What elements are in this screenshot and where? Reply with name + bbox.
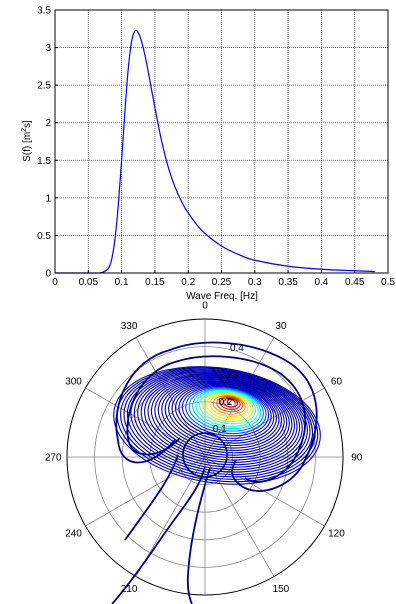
contour-ring — [154, 378, 290, 456]
x-tick-label: 0.25 — [212, 277, 232, 288]
y-tick-label: 1 — [45, 193, 51, 204]
contour-ring — [130, 371, 308, 473]
contour-ring — [185, 386, 267, 435]
x-tick-label: 0.2 — [181, 277, 195, 288]
x-tick-label: 0.45 — [345, 277, 365, 288]
angular-tick-label: 0 — [202, 301, 208, 312]
angular-tick-label: 330 — [121, 321, 138, 332]
contour-ring — [140, 374, 301, 466]
contour-ring — [181, 385, 270, 437]
x-tick-label: 0.1 — [115, 277, 129, 288]
contour-ring — [226, 398, 236, 406]
contour-ring — [161, 380, 285, 451]
x-tick-label: 0.4 — [314, 277, 328, 288]
polar-chart: 03060901201501802102402703003300.10.20.3… — [45, 301, 363, 604]
angular-tick-label: 270 — [45, 453, 62, 464]
y-axis-label-superscript: 2 — [21, 128, 28, 132]
y-tick-label: 1.5 — [37, 156, 51, 167]
angular-tick-label: 30 — [275, 321, 287, 332]
outline-curve — [126, 355, 307, 483]
radial-tick-label: 0.4 — [230, 343, 244, 354]
y-axis-label-tail: s] — [22, 120, 33, 128]
polar-tick-labels: 03060901201501802102402703003300.10.20.3… — [45, 301, 363, 595]
spectrum-line — [55, 29, 375, 274]
contour-ring — [205, 392, 252, 420]
angular-tick-label: 300 — [65, 377, 82, 388]
contour-ring — [113, 366, 321, 485]
x-tick-label: 0.3 — [248, 277, 262, 288]
contour-ring — [171, 383, 277, 444]
contour-ring — [123, 369, 314, 478]
contour-ring — [137, 373, 303, 468]
spectrum-outline — [111, 341, 318, 604]
y-tick-label: 0.5 — [37, 231, 51, 242]
x-tick-label: 0.35 — [278, 277, 298, 288]
contour-ring — [178, 384, 272, 439]
radial-tick-label: 0.3 — [224, 370, 238, 381]
tick-labels: 0 0.05 0.1 0.15 0.2 0.25 0.3 0.35 0.4 0.45 0.5 0 0.5… — [37, 6, 395, 289]
inner-contour — [182, 432, 228, 478]
contour-ring — [164, 381, 283, 449]
radial-tick-label: 0.2 — [218, 397, 232, 408]
outline-curve — [111, 465, 206, 604]
contour-ring — [126, 370, 311, 476]
x-tick-label: 0.15 — [145, 277, 165, 288]
y-tick-label: 2.5 — [37, 81, 51, 92]
angular-tick-label: 240 — [65, 528, 82, 539]
x-tick-label: 0.05 — [79, 277, 99, 288]
contour-ring — [195, 389, 259, 427]
contour-ring — [199, 390, 257, 425]
peak-marker — [231, 402, 235, 406]
contour-ring — [120, 368, 316, 480]
x-axis-label: Wave Freq. [Hz] — [186, 291, 258, 302]
radial-tick-label: 0.1 — [213, 424, 227, 435]
y-tick-label: 3.5 — [37, 6, 51, 17]
outline-curve — [186, 467, 211, 604]
angular-grid-line — [204, 456, 275, 577]
contour-ring — [216, 395, 244, 413]
contour-ring — [168, 382, 280, 447]
y-tick-label: 0 — [45, 269, 51, 280]
angular-tick-label: 60 — [331, 377, 343, 388]
spectrum-chart: 0 0.05 0.1 0.15 0.2 0.25 0.3 0.35 0.4 0.45 0.5 0 0.5… — [21, 6, 395, 303]
x-tick-label: 0.5 — [381, 277, 395, 288]
contour-ring — [157, 379, 288, 454]
contour-ring — [219, 396, 241, 410]
contour-ring — [202, 391, 254, 422]
outline-curve — [115, 341, 318, 492]
contour-ring — [147, 376, 295, 461]
contour-ring — [188, 387, 264, 432]
contour-ring — [209, 393, 249, 418]
angular-tick-label: 210 — [121, 584, 138, 595]
y-axis-label-main: S(f) [m — [22, 132, 33, 162]
contour-ring — [192, 388, 262, 430]
contour-ring — [144, 375, 298, 463]
contour-ring — [223, 397, 239, 408]
outline-curve — [124, 454, 179, 541]
contour-rings — [113, 366, 321, 485]
y-axis-label: S(f) [m2s] — [21, 120, 33, 162]
contour-ring — [150, 377, 293, 459]
plot-frame — [54, 9, 389, 274]
angular-tick-label: 120 — [328, 528, 345, 539]
plot-area — [55, 10, 388, 273]
angular-tick-label: 150 — [273, 584, 290, 595]
y-tick-label: 2 — [45, 118, 51, 129]
angular-grid-line — [85, 456, 206, 527]
angular-tick-label: 90 — [351, 453, 363, 464]
x-tick-label: 0 — [52, 277, 58, 288]
y-tick-label: 3 — [45, 43, 51, 54]
contour-ring — [212, 394, 246, 415]
